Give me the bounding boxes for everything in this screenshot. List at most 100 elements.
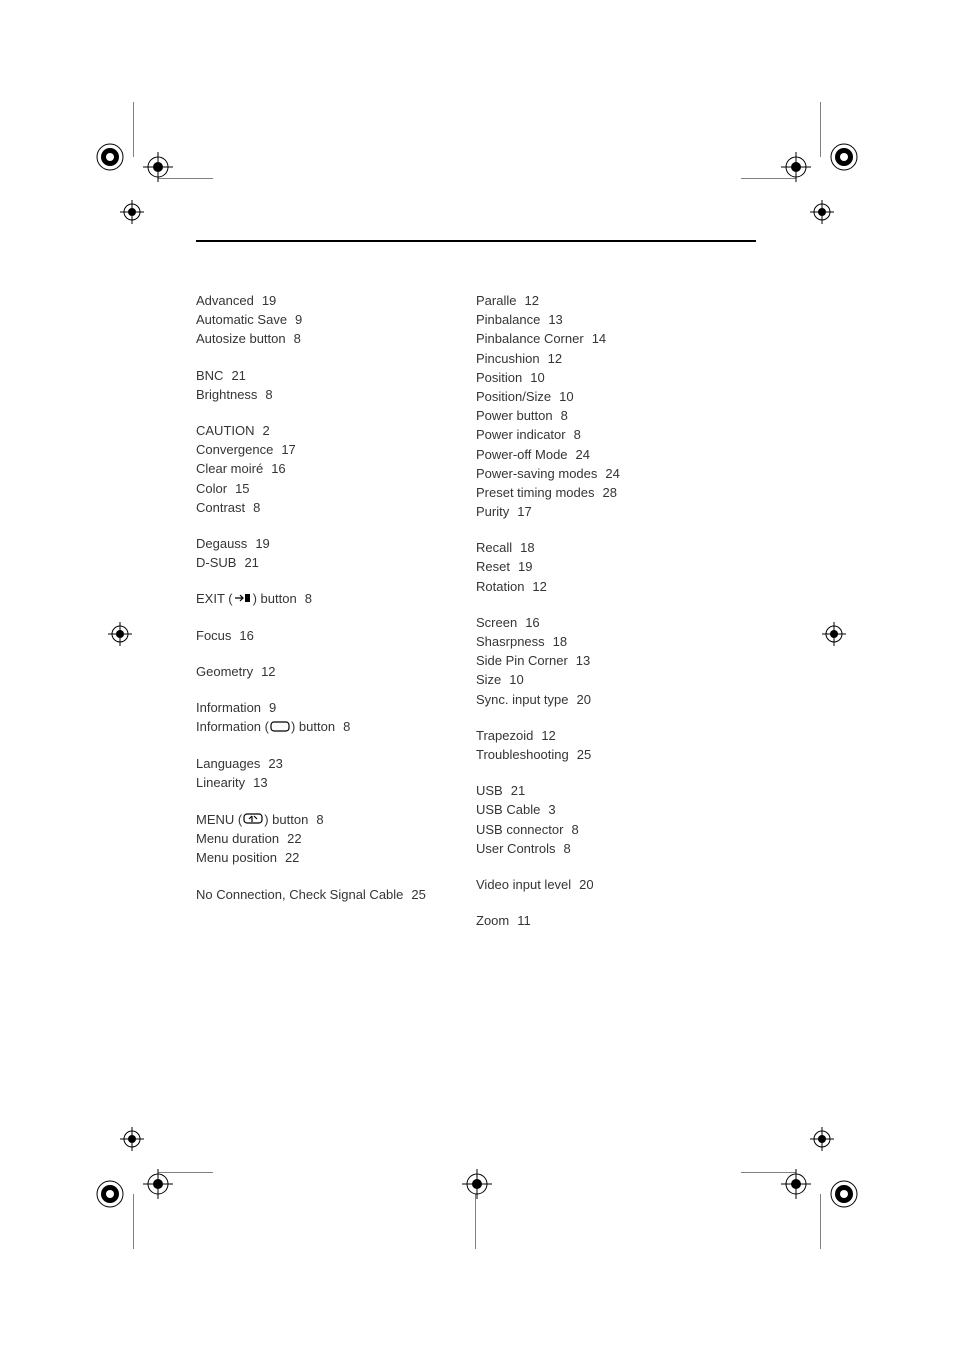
index-column-right: Paralle12Pinbalance13Pinbalance Corner14…: [476, 292, 756, 948]
index-entry: Information 9: [196, 699, 476, 717]
index-entry: Troubleshooting 25: [476, 746, 756, 764]
index-page: 8: [571, 822, 578, 837]
index-entry: Sync. input type 20: [476, 691, 756, 709]
index-term: CAUTION: [196, 423, 255, 438]
index-term: USB connector: [476, 822, 563, 837]
index-entry: Languages23: [196, 755, 476, 773]
registration-cross-icon: [143, 1169, 173, 1199]
index-term: Languages: [196, 756, 260, 771]
index-group: USB21USB Cable3USB connector8User Contro…: [476, 782, 756, 858]
index-entry: Power-saving modes24: [476, 465, 756, 483]
index-column-left: Advanced19Automatic Save9Autosize button…: [196, 292, 476, 948]
index-page: 8: [563, 841, 570, 856]
index-term: Color: [196, 481, 227, 496]
index-entry: Information () button8: [196, 718, 476, 737]
index-page: 9: [295, 312, 302, 327]
index-page: 12: [524, 293, 538, 308]
index-term: Zoom: [476, 913, 509, 928]
index-entry: Preset timing modes28: [476, 484, 756, 502]
index-group: Information9Information () button8: [196, 699, 476, 737]
index-entry: Linearity13: [196, 774, 476, 792]
index-entry: Menu duration22: [196, 830, 476, 848]
index-entry: Shasrpness18: [476, 633, 756, 651]
index-page: 8: [574, 427, 581, 442]
index-term: Information: [196, 700, 261, 715]
registration-cross-icon: [120, 200, 144, 224]
index-group: Video input level20: [476, 876, 756, 894]
index-group: CAUTION2Convergence17Clear moiré16Color1…: [196, 422, 476, 517]
index-term: Preset timing modes: [476, 485, 595, 500]
crop-line-icon: [475, 1194, 476, 1249]
index-entry: Reset19: [476, 558, 756, 576]
index-term: Menu duration: [196, 831, 279, 846]
registration-cross-icon: [810, 200, 834, 224]
index-entry: USB Cable3: [476, 801, 756, 819]
index-entry: USB21: [476, 782, 756, 800]
index-entry: User Controls8: [476, 840, 756, 858]
index-term: Sync. input type: [476, 692, 569, 707]
index-term: Information (: [196, 719, 269, 734]
index-page: 9: [269, 700, 276, 715]
index-page: 2: [263, 423, 270, 438]
index-term: Shasrpness: [476, 634, 545, 649]
index-entry: Side Pin Corner13: [476, 652, 756, 670]
index-entry: Focus 16: [196, 627, 476, 645]
registration-cross-icon: [781, 152, 811, 182]
registration-cross-icon: [781, 1169, 811, 1199]
index-entry: Size10: [476, 671, 756, 689]
index-entry: Color 15: [196, 480, 476, 498]
index-entry: Recall 18: [476, 539, 756, 557]
index-entry: Zoom11: [476, 912, 756, 930]
index-page: 8: [561, 408, 568, 423]
index-page: 16: [525, 615, 539, 630]
index-page: 12: [541, 728, 555, 743]
index-term: ) button: [291, 719, 335, 734]
index-page: 24: [576, 447, 590, 462]
index-entry: Video input level20: [476, 876, 756, 894]
index-group: Recall 18 Reset19 Rotation 12: [476, 539, 756, 596]
index-entry: CAUTION 2: [196, 422, 476, 440]
index-group: Degauss19D-SUB21: [196, 535, 476, 572]
index-page: 15: [235, 481, 249, 496]
index-entry: Paralle12: [476, 292, 756, 310]
registration-cross-icon: [108, 622, 132, 646]
exit-icon: [234, 591, 252, 609]
index-entry: Convergence17: [196, 441, 476, 459]
index-term: Focus: [196, 628, 231, 643]
index-term: Troubleshooting: [476, 747, 569, 762]
index-page: 12: [261, 664, 275, 679]
index-term: Brightness: [196, 387, 257, 402]
index-term: Geometry: [196, 664, 253, 679]
index-entry: Pincushion12: [476, 350, 756, 368]
index-term: Advanced: [196, 293, 254, 308]
index-page: 8: [253, 500, 260, 515]
index-page: 12: [532, 579, 546, 594]
index-entry: Power-off Mode24: [476, 446, 756, 464]
index-page: 19: [262, 293, 276, 308]
index-term: Purity: [476, 504, 509, 519]
index-page: 24: [605, 466, 619, 481]
registration-rosette-icon: [829, 1179, 859, 1209]
index-term: Reset: [476, 559, 510, 574]
index-term: Clear moiré: [196, 461, 263, 476]
index-term: Position/Size: [476, 389, 551, 404]
index-page: 25: [411, 887, 425, 902]
index-page: 16: [239, 628, 253, 643]
index-page: 18: [520, 540, 534, 555]
index-term: D-SUB: [196, 555, 236, 570]
registration-rosette-icon: [95, 1179, 125, 1209]
index-group: Zoom11: [476, 912, 756, 930]
index-term: Rotation: [476, 579, 524, 594]
index-term: Position: [476, 370, 522, 385]
index-term: MENU (: [196, 812, 242, 827]
index-group: Languages23Linearity13: [196, 755, 476, 792]
index-term: Recall: [476, 540, 512, 555]
crop-line-icon: [820, 102, 821, 157]
index-entry: Advanced 19: [196, 292, 476, 310]
index-page: 20: [577, 692, 591, 707]
index-group: No Connection, Check Signal Cable25: [196, 886, 476, 904]
index-page: 25: [577, 747, 591, 762]
registration-cross-icon: [120, 1127, 144, 1151]
crop-line-icon: [133, 1194, 134, 1249]
index-term: Automatic Save: [196, 312, 287, 327]
